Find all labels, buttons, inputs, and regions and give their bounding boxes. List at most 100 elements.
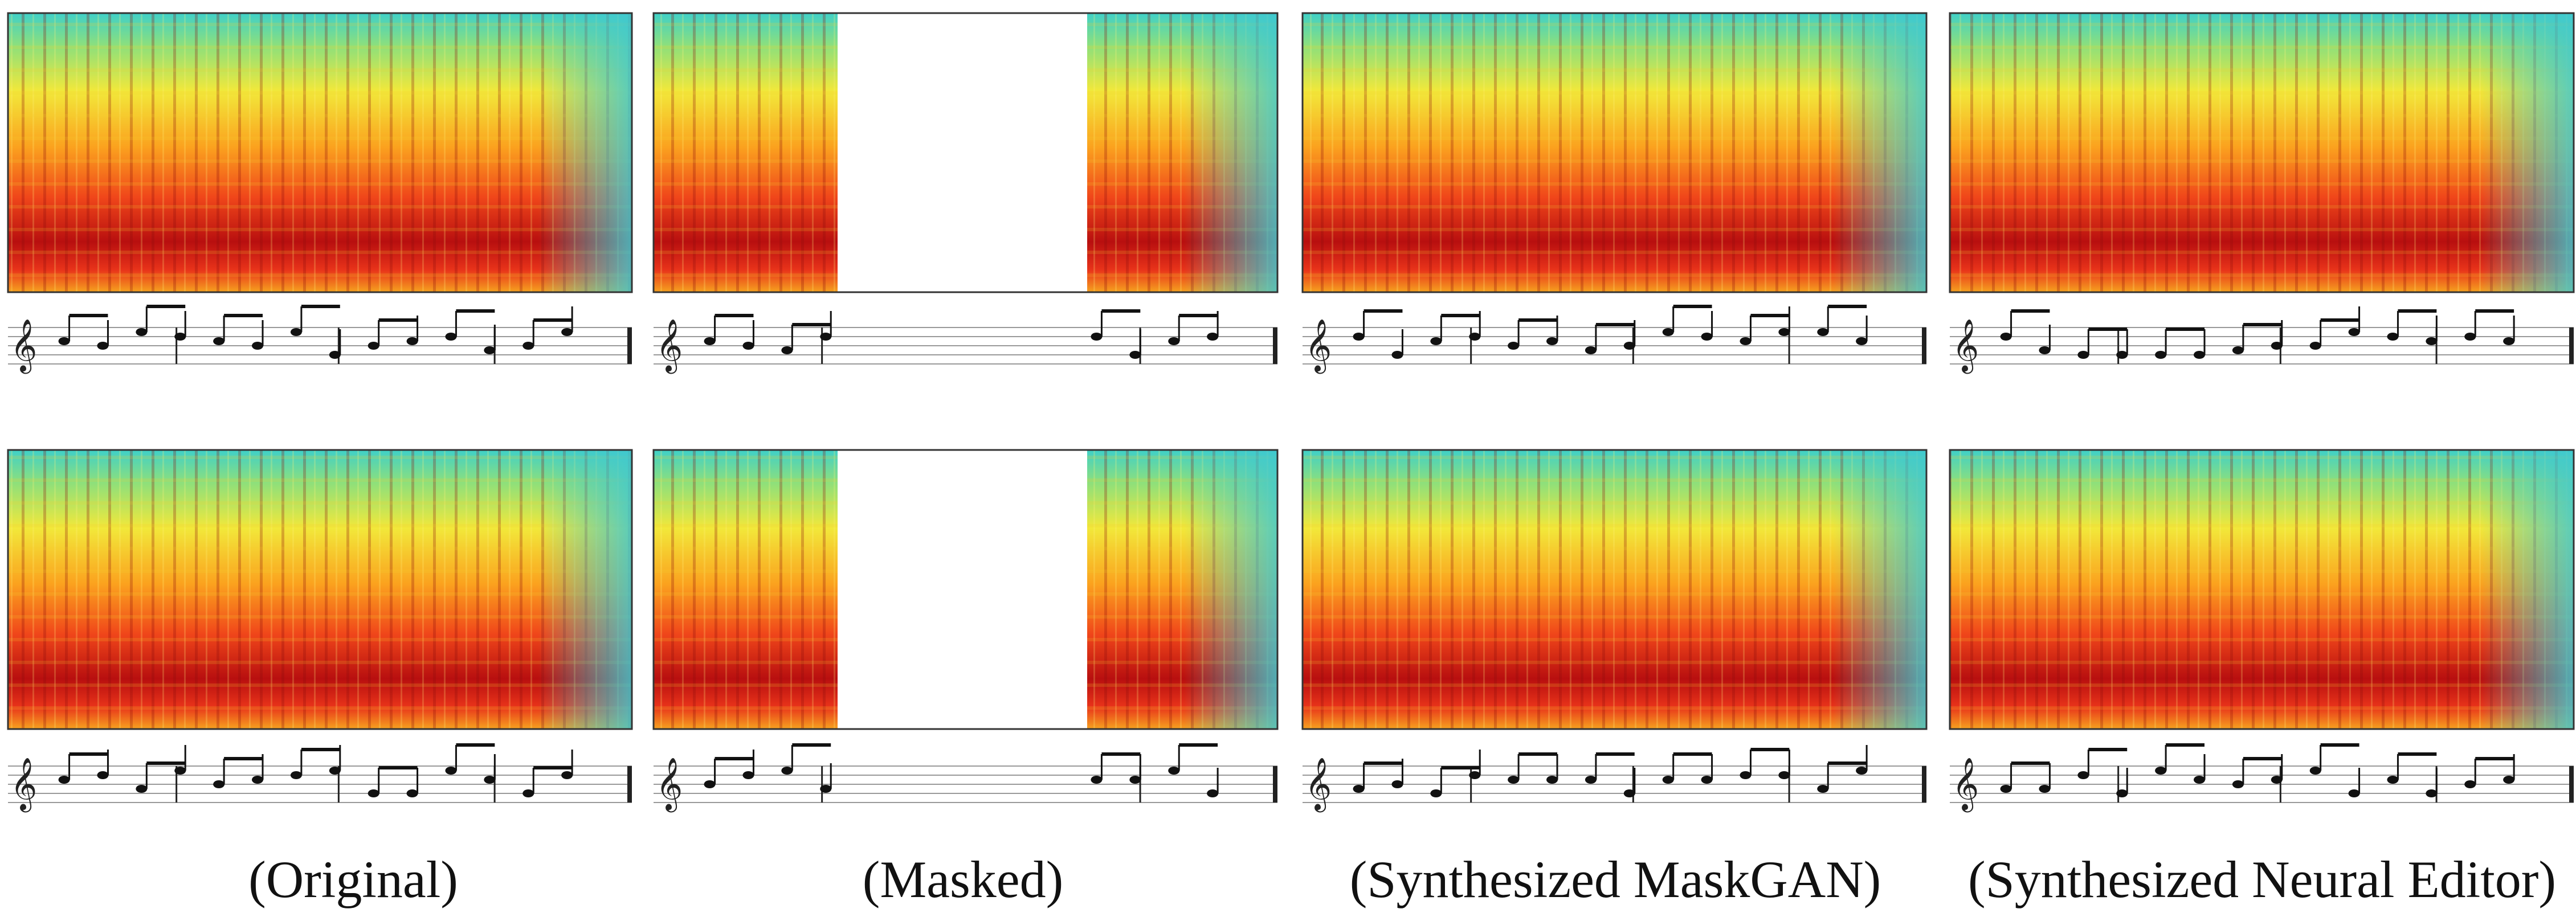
end-bar xyxy=(1922,766,1926,803)
mask xyxy=(838,450,1087,729)
note xyxy=(1817,328,1828,336)
note xyxy=(407,337,418,345)
note xyxy=(1624,342,1635,350)
caption: (Synthesized Neural Editor) xyxy=(1968,850,2556,908)
note xyxy=(1663,776,1674,784)
spectrogram-fade xyxy=(1950,13,2574,292)
note xyxy=(407,789,418,797)
note xyxy=(1508,342,1519,350)
clef: 𝄞 xyxy=(1305,757,1332,812)
note xyxy=(2310,342,2321,350)
note xyxy=(781,767,793,775)
clef: 𝄞 xyxy=(10,757,37,812)
note xyxy=(2001,785,2012,793)
note xyxy=(2464,333,2476,341)
note xyxy=(2116,351,2128,359)
panels: 𝄞𝄞𝄞𝄞𝄞𝄞𝄞𝄞 xyxy=(8,13,2574,812)
note xyxy=(1701,333,1713,341)
note xyxy=(2232,780,2244,788)
note xyxy=(2039,346,2050,354)
note xyxy=(1129,351,1141,359)
note xyxy=(1469,333,1480,341)
note xyxy=(2001,333,2012,341)
spectrogram-fade xyxy=(1303,13,1926,292)
note xyxy=(1430,337,1442,345)
note xyxy=(174,767,186,775)
clef: 𝄞 xyxy=(1952,757,1979,812)
note xyxy=(1391,351,1403,359)
note xyxy=(97,771,108,779)
note xyxy=(291,328,302,336)
note xyxy=(2116,789,2128,797)
note xyxy=(2349,328,2360,336)
note xyxy=(2271,776,2283,784)
note xyxy=(742,342,754,350)
spectrogram-fade xyxy=(8,450,632,729)
note xyxy=(2387,776,2398,784)
note xyxy=(484,346,495,354)
note xyxy=(1546,337,1558,345)
note xyxy=(1546,776,1558,784)
note xyxy=(136,785,147,793)
note xyxy=(2039,785,2050,793)
note xyxy=(1391,780,1403,788)
end-bar xyxy=(2569,766,2574,803)
spectrogram-fade xyxy=(1303,450,1926,729)
note xyxy=(2464,780,2476,788)
note xyxy=(1168,337,1179,345)
note xyxy=(1740,337,1751,345)
note xyxy=(2232,346,2244,354)
note xyxy=(2426,337,2437,345)
note xyxy=(704,337,716,345)
note xyxy=(329,351,341,359)
end-bar xyxy=(627,766,632,803)
note xyxy=(445,333,456,341)
caption: (Synthesized MaskGAN) xyxy=(1350,850,1881,908)
spectrogram-fade xyxy=(1950,450,2574,729)
end-bar xyxy=(627,327,632,364)
note xyxy=(97,342,108,350)
note xyxy=(2155,351,2166,359)
end-bar xyxy=(1273,766,1277,803)
note xyxy=(252,776,263,784)
clef: 𝄞 xyxy=(1952,318,1979,374)
note xyxy=(213,337,224,345)
note xyxy=(561,328,573,336)
note xyxy=(59,337,70,345)
mask xyxy=(838,13,1087,292)
note xyxy=(445,767,456,775)
note xyxy=(484,776,495,784)
note xyxy=(1168,767,1179,775)
end-bar xyxy=(1922,327,1926,364)
note xyxy=(2155,767,2166,775)
note xyxy=(1353,333,1365,341)
note xyxy=(1430,789,1442,797)
note xyxy=(1091,333,1102,341)
note xyxy=(1856,767,1867,775)
note xyxy=(742,771,754,779)
note xyxy=(2503,776,2514,784)
clef: 𝄞 xyxy=(656,757,683,812)
note xyxy=(213,780,224,788)
note xyxy=(2077,351,2089,359)
end-bar xyxy=(2569,327,2574,364)
note xyxy=(2349,789,2360,797)
note xyxy=(368,342,379,350)
note xyxy=(820,333,831,341)
note xyxy=(1469,771,1480,779)
note xyxy=(59,776,70,784)
note xyxy=(704,780,716,788)
figure: 𝄞𝄞𝄞𝄞𝄞𝄞𝄞𝄞 (Original) (Masked) (Synthesize… xyxy=(0,0,2576,913)
note xyxy=(1663,328,1674,336)
note xyxy=(522,342,534,350)
note xyxy=(1207,789,1218,797)
end-bar xyxy=(1273,327,1277,364)
note xyxy=(1585,776,1597,784)
caption: (Masked) xyxy=(863,850,1064,908)
note xyxy=(2194,351,2205,359)
note xyxy=(1585,346,1597,354)
note xyxy=(2503,337,2514,345)
note xyxy=(291,771,302,779)
note xyxy=(1207,333,1218,341)
caption: (Original) xyxy=(248,850,458,908)
